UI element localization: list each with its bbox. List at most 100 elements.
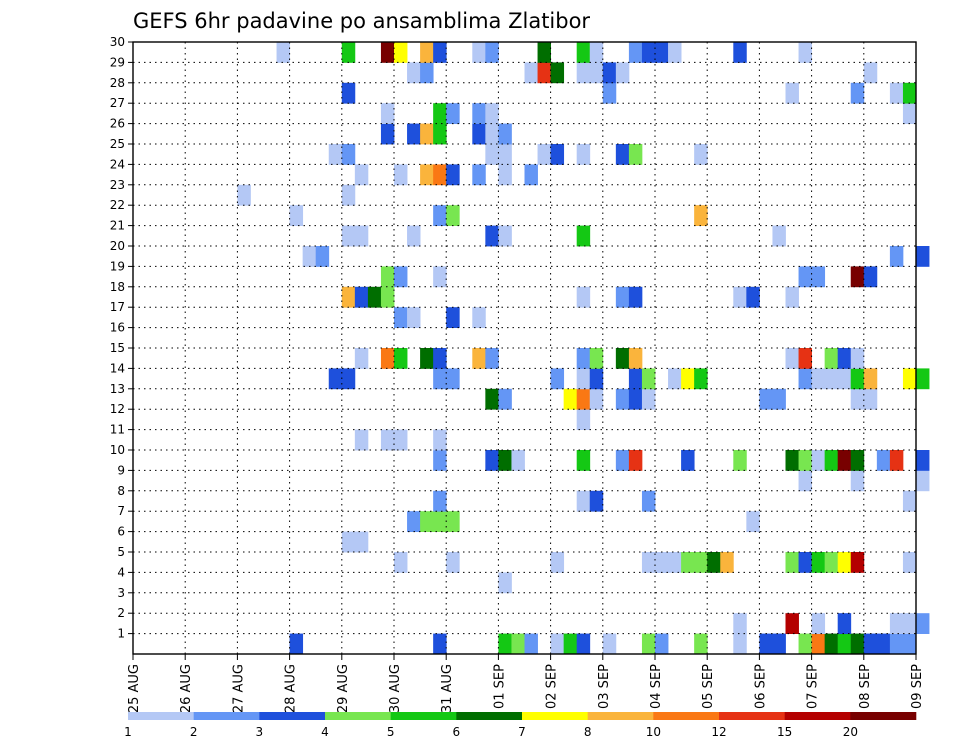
heatmap-cell — [759, 388, 773, 410]
heatmap-cell — [433, 164, 447, 186]
heatmap-cell — [668, 42, 682, 63]
heatmap-cell — [641, 552, 656, 573]
heatmap-cell — [889, 633, 904, 655]
heatmap-cell — [420, 348, 434, 369]
heatmap-cell — [498, 164, 512, 186]
heatmap-cell — [354, 164, 369, 186]
heatmap-cell — [341, 286, 356, 308]
heatmap-cell — [485, 123, 499, 145]
y-tick-label: 16 — [110, 321, 125, 335]
heatmap-cell — [394, 307, 408, 328]
heatmap-cell — [550, 633, 565, 655]
heatmap-cell — [641, 388, 656, 410]
heatmap-cell — [655, 42, 669, 63]
heatmap-cell — [433, 511, 447, 532]
heatmap-cell — [733, 286, 747, 308]
heatmap-cell — [798, 348, 812, 369]
heatmap-cell — [863, 62, 878, 84]
heatmap-cell — [850, 82, 865, 104]
heatmap-cell — [798, 552, 812, 573]
heatmap-cell — [615, 388, 630, 410]
x-tick-label: 03 SEP — [597, 664, 612, 709]
heatmap-cell — [694, 144, 708, 165]
heatmap-cell — [641, 42, 656, 63]
y-tick-label: 28 — [110, 76, 125, 90]
heatmap-cell — [681, 368, 695, 390]
heatmap-cell — [498, 572, 512, 594]
heatmap-cell — [472, 42, 486, 63]
legend-swatch — [587, 712, 654, 720]
heatmap-cell — [485, 388, 499, 410]
heatmap-cell — [772, 388, 786, 410]
heatmap-cell — [380, 103, 395, 124]
legend-label: 7 — [518, 725, 526, 739]
heatmap-cell — [394, 552, 408, 573]
heatmap-cell — [863, 266, 878, 288]
heatmap-cell — [367, 286, 382, 308]
heatmap-cell — [707, 552, 721, 573]
heatmap-cell — [850, 368, 865, 390]
legend-label: 3 — [256, 725, 264, 739]
heatmap-cell — [550, 368, 565, 390]
heatmap-cell — [837, 368, 852, 390]
heatmap-cell — [433, 450, 447, 471]
y-tick-label: 27 — [110, 96, 125, 110]
y-tick-label: 2 — [117, 606, 125, 620]
heatmap-cell — [916, 613, 930, 634]
heatmap-cell — [407, 62, 421, 84]
heatmap-cell — [341, 42, 356, 63]
legend-label: 1 — [124, 725, 132, 739]
heatmap-cell — [850, 633, 865, 655]
heatmap-cell — [902, 633, 917, 655]
y-tick-label: 23 — [110, 178, 125, 192]
color-legend: 1 2 3 4 5 6 7 8 10 12 15 20 — [124, 712, 917, 739]
y-tick-label: 30 — [110, 35, 125, 49]
heatmap-cell — [798, 266, 812, 288]
heatmap-cell — [394, 266, 408, 288]
heatmap-cell — [354, 225, 369, 247]
heatmap-cell — [472, 123, 486, 145]
heatmap-cell — [498, 633, 512, 655]
y-tick-label: 3 — [117, 586, 125, 600]
y-tick-label: 1 — [117, 627, 125, 641]
heatmap-cell — [354, 348, 369, 369]
heatmap-cell — [511, 450, 525, 471]
heatmap-cell — [902, 82, 917, 104]
heatmap-cell — [811, 633, 826, 655]
x-tick-label: 26 AUG — [179, 664, 194, 713]
heatmap-cell — [550, 552, 565, 573]
heatmap-cell — [511, 633, 525, 655]
heatmap-cell — [576, 409, 591, 430]
heatmap-cell — [655, 552, 669, 573]
heatmap-cell — [485, 450, 499, 471]
heatmap-cell — [576, 450, 591, 471]
heatmap-cell — [837, 633, 852, 655]
heatmap-cell — [902, 103, 917, 124]
heatmap-cell — [407, 123, 421, 145]
heatmap-cell — [380, 42, 395, 63]
heatmap-cell — [694, 205, 708, 226]
heatmap-cell — [420, 62, 434, 84]
heatmap-cell — [850, 388, 865, 410]
y-tick-label: 13 — [110, 382, 125, 396]
heatmap-cell — [798, 42, 812, 63]
heatmap-cell — [837, 552, 852, 573]
heatmap-cell — [863, 633, 878, 655]
heatmap-cell — [485, 144, 499, 165]
heatmap-cell — [576, 388, 591, 410]
heatmap-cell — [341, 184, 356, 206]
heatmap-cell — [472, 103, 486, 124]
heatmap-cell — [550, 62, 565, 84]
heatmap-cell — [328, 144, 343, 165]
y-tick-label: 9 — [117, 463, 125, 477]
heatmap-cell — [420, 164, 434, 186]
heatmap-cell — [628, 348, 643, 369]
heatmap-cell — [628, 42, 643, 63]
heatmap-cell — [485, 225, 499, 247]
heatmap-cell — [589, 490, 604, 512]
heatmap-cell — [811, 450, 826, 471]
heatmap-cell — [916, 368, 930, 390]
heatmap-cell — [354, 429, 369, 451]
y-tick-label: 22 — [110, 198, 125, 212]
